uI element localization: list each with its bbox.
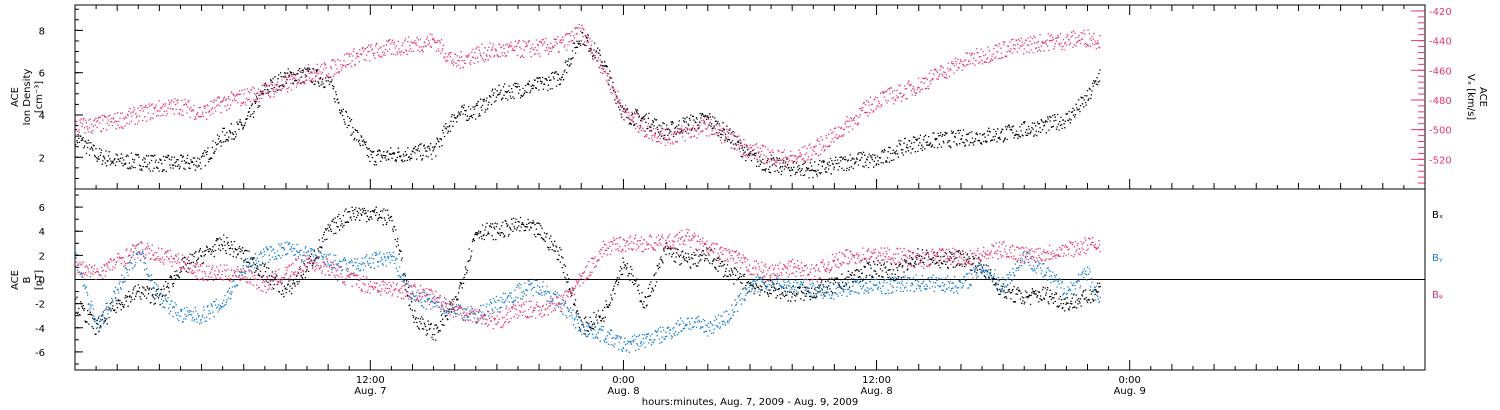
field-tick-label: -2 [35, 300, 45, 311]
legend-entry: Bₓ [1432, 210, 1443, 221]
top-panel-frame [74, 4, 1426, 190]
density-axis-label: Ion Density [22, 69, 33, 126]
x-tick-date: Aug. 8 [860, 386, 892, 397]
velocity-tick-label: -460 [1429, 66, 1452, 77]
density-tick-label: 4 [39, 111, 45, 122]
field-axis-label: B [22, 276, 33, 283]
x-tick-date: Aug. 7 [354, 386, 386, 397]
field-axis-label: [nT] [34, 270, 45, 290]
x-tick-time: 0:00 [1118, 375, 1140, 386]
field-series-2 [75, 228, 1101, 330]
x-tick-date: Aug. 9 [1114, 386, 1146, 397]
field-tick-label: 6 [39, 203, 45, 214]
field-tick-label: 4 [39, 227, 45, 238]
field-tick-label: 0 [39, 276, 45, 287]
density-axis-label: ACE [10, 87, 21, 107]
velocity-tick-label: -440 [1429, 37, 1452, 48]
density-tick-label: 8 [39, 26, 45, 37]
field-series-0 [75, 206, 1101, 341]
x-tick-time: 12:00 [356, 375, 385, 386]
field-tick-label: 2 [39, 251, 45, 262]
legend-entry: Bᵩ [1432, 290, 1443, 301]
velocity-tick-label: -480 [1429, 96, 1452, 107]
x-tick-date: Aug. 8 [607, 386, 639, 397]
velocity-axis-label: ACE [1477, 87, 1488, 107]
velocity-tick-label: -420 [1429, 7, 1452, 18]
field-tick-label: -4 [35, 324, 45, 335]
density-axis-label: [cm⁻³] [34, 81, 45, 113]
x-tick-time: 12:00 [862, 375, 891, 386]
density-tick-label: 2 [39, 153, 45, 164]
velocity-series [75, 23, 1101, 168]
velocity-tick-label: -520 [1429, 155, 1452, 166]
field-tick-label: -6 [35, 348, 45, 359]
legend-entry: Bᵧ [1432, 253, 1443, 264]
x-tick-time: 0:00 [612, 375, 634, 386]
velocity-tick-label: -500 [1429, 126, 1452, 137]
magnetic-field-panel: -6 -4 -2 0 2 4 6 ACE B [nT] Bₓ Bᵧ Bᵩ [10, 188, 1443, 371]
field-axis-label: ACE [10, 270, 21, 290]
velocity-axis-label: Vₓ [km/s] [1465, 74, 1476, 120]
density-tick-label: 6 [39, 69, 45, 80]
ion-density-series [75, 28, 1101, 179]
x-axis-title: hours:minutes, Aug. 7, 2009 - Aug. 9, 20… [642, 397, 858, 408]
